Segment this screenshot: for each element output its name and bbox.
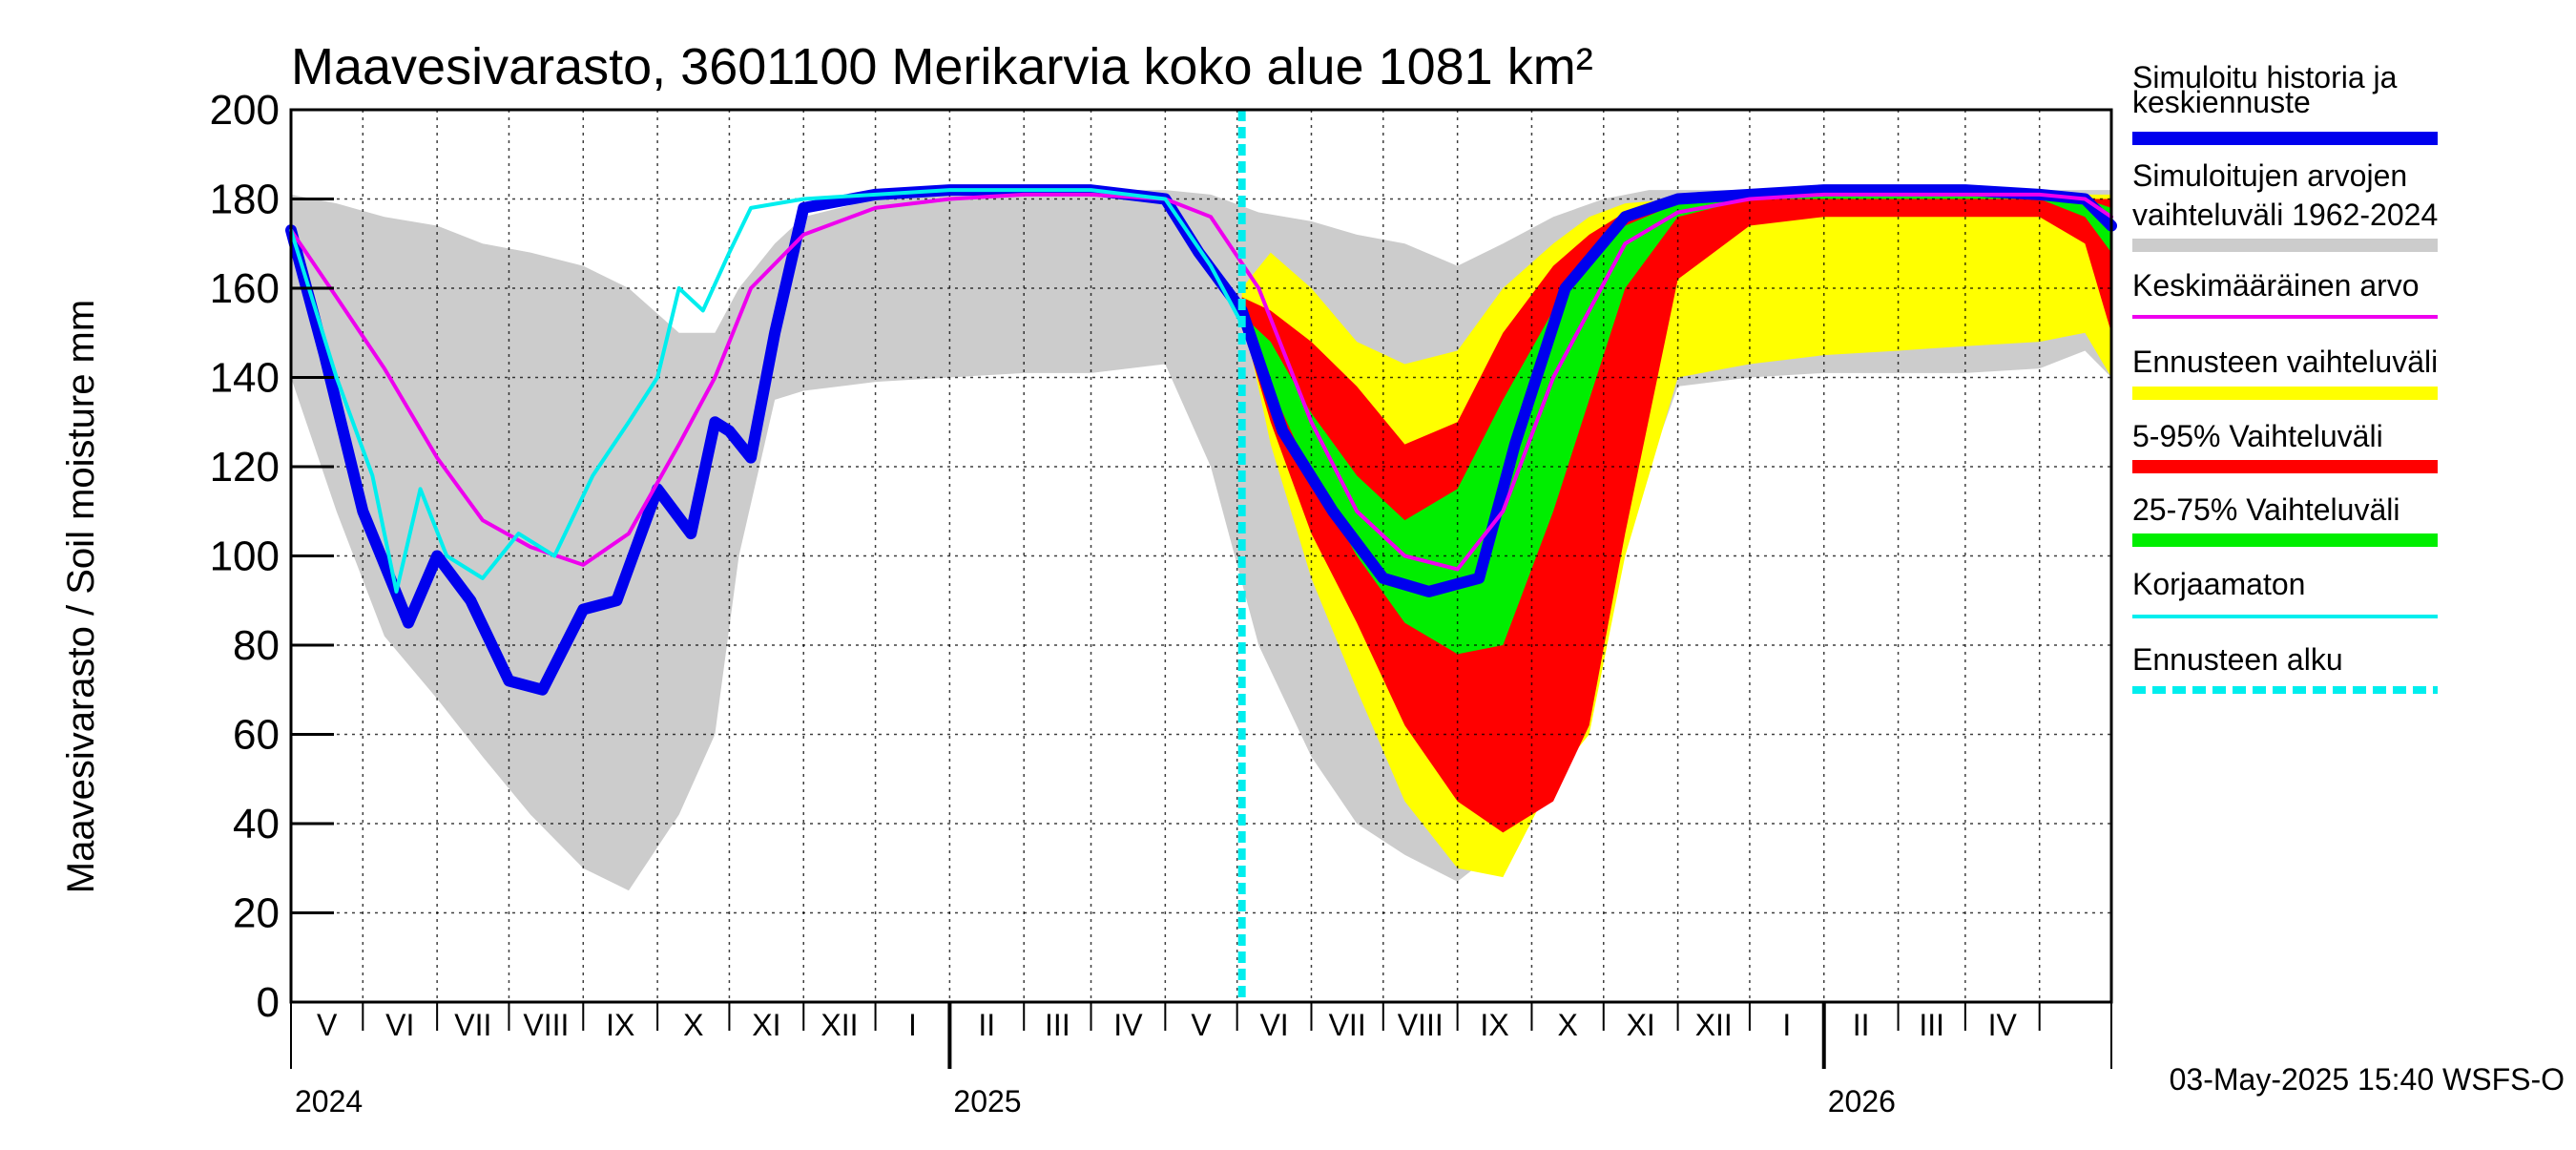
legend-label: 25-75% Vaihteluväli bbox=[2132, 492, 2399, 527]
x-year-label: 2026 bbox=[1828, 1084, 1896, 1119]
x-month-label: V bbox=[1191, 1008, 1212, 1042]
y-tick-label: 40 bbox=[233, 801, 280, 847]
legend-item: 5-95% Vaihteluväli bbox=[2132, 419, 2438, 473]
x-month-label: VIII bbox=[523, 1008, 569, 1042]
x-year-label: 2024 bbox=[295, 1084, 363, 1119]
legend-item: Ennusteen alku bbox=[2132, 642, 2438, 694]
legend-item: Ennusteen vaihteluväli bbox=[2132, 345, 2438, 400]
y-tick-label: 140 bbox=[210, 355, 280, 402]
legend-label: 5-95% Vaihteluväli bbox=[2132, 419, 2383, 453]
y-tick-label: 200 bbox=[210, 87, 280, 134]
band-3 bbox=[1241, 194, 2111, 655]
legend-label: Ennusteen alku bbox=[2132, 642, 2343, 677]
x-month-label: V bbox=[317, 1008, 338, 1042]
x-month-label: IX bbox=[606, 1008, 634, 1042]
x-month-label: XII bbox=[1695, 1008, 1733, 1042]
y-tick-label: 160 bbox=[210, 265, 280, 312]
x-month-label: III bbox=[1045, 1008, 1070, 1042]
series-line-2 bbox=[289, 188, 1244, 594]
y-tick-label: 120 bbox=[210, 444, 280, 491]
y-tick-label: 180 bbox=[210, 177, 280, 223]
legend-label: vaihteluväli 1962-2024 bbox=[2132, 198, 2438, 232]
y-tick-label: 60 bbox=[233, 712, 280, 759]
legend-label: Ennusteen vaihteluväli bbox=[2132, 345, 2438, 379]
x-month-label: II bbox=[1853, 1008, 1870, 1042]
x-month-label: XI bbox=[752, 1008, 780, 1042]
x-month-label: IV bbox=[1113, 1008, 1143, 1042]
y-tick-label: 80 bbox=[233, 622, 280, 669]
y-tick-label: 100 bbox=[210, 533, 280, 580]
x-year-label: 2025 bbox=[953, 1084, 1021, 1119]
legend-item: Korjaamaton bbox=[2132, 567, 2438, 618]
x-month-label: XI bbox=[1627, 1008, 1655, 1042]
x-month-label: XII bbox=[821, 1008, 858, 1042]
chart-title: Maavesivarasto, 3601100 Merikarvia koko … bbox=[291, 38, 1593, 95]
legend-item: 25-75% Vaihteluväli bbox=[2132, 492, 2438, 547]
x-month-label: IV bbox=[1988, 1008, 2018, 1042]
legend-item: Keskimääräinen arvo bbox=[2132, 268, 2438, 319]
series-line-1 bbox=[289, 192, 2113, 572]
x-month-label: VIII bbox=[1398, 1008, 1444, 1042]
x-month-label: II bbox=[978, 1008, 995, 1042]
x-month-label: IX bbox=[1480, 1008, 1508, 1042]
x-month-label: III bbox=[1919, 1008, 1944, 1042]
y-tick-label: 20 bbox=[233, 890, 280, 937]
y-axis-label: Maavesivarasto / Soil moisture mm bbox=[60, 300, 102, 893]
legend-label: Simuloitu historia ja bbox=[2132, 60, 2398, 94]
legend-label: Korjaamaton bbox=[2132, 567, 2305, 601]
x-month-label: X bbox=[683, 1008, 703, 1042]
legend-label: Simuloitujen arvojen bbox=[2132, 158, 2407, 193]
band-2 bbox=[1241, 199, 2111, 833]
legend-item: Simuloitujen arvojen vaihteluväli 1962-20… bbox=[2132, 158, 2438, 252]
timestamp-label: 03-May-2025 15:40 WSFS-O bbox=[2170, 1062, 2565, 1097]
x-month-label: VII bbox=[1329, 1008, 1366, 1042]
y-tick-label: 0 bbox=[257, 979, 280, 1026]
legend-label: keskiennuste bbox=[2132, 85, 2311, 119]
x-month-label: VII bbox=[454, 1008, 491, 1042]
x-month-label: VI bbox=[385, 1008, 414, 1042]
x-month-label: X bbox=[1557, 1008, 1577, 1042]
x-month-label: I bbox=[908, 1008, 917, 1042]
x-month-label: VI bbox=[1259, 1008, 1288, 1042]
legend-label: Keskimääräinen arvo bbox=[2132, 268, 2420, 303]
legend: Simuloitu historia jakeskiennusteSimuloi… bbox=[2132, 60, 2438, 694]
x-month-label: I bbox=[1782, 1008, 1791, 1042]
